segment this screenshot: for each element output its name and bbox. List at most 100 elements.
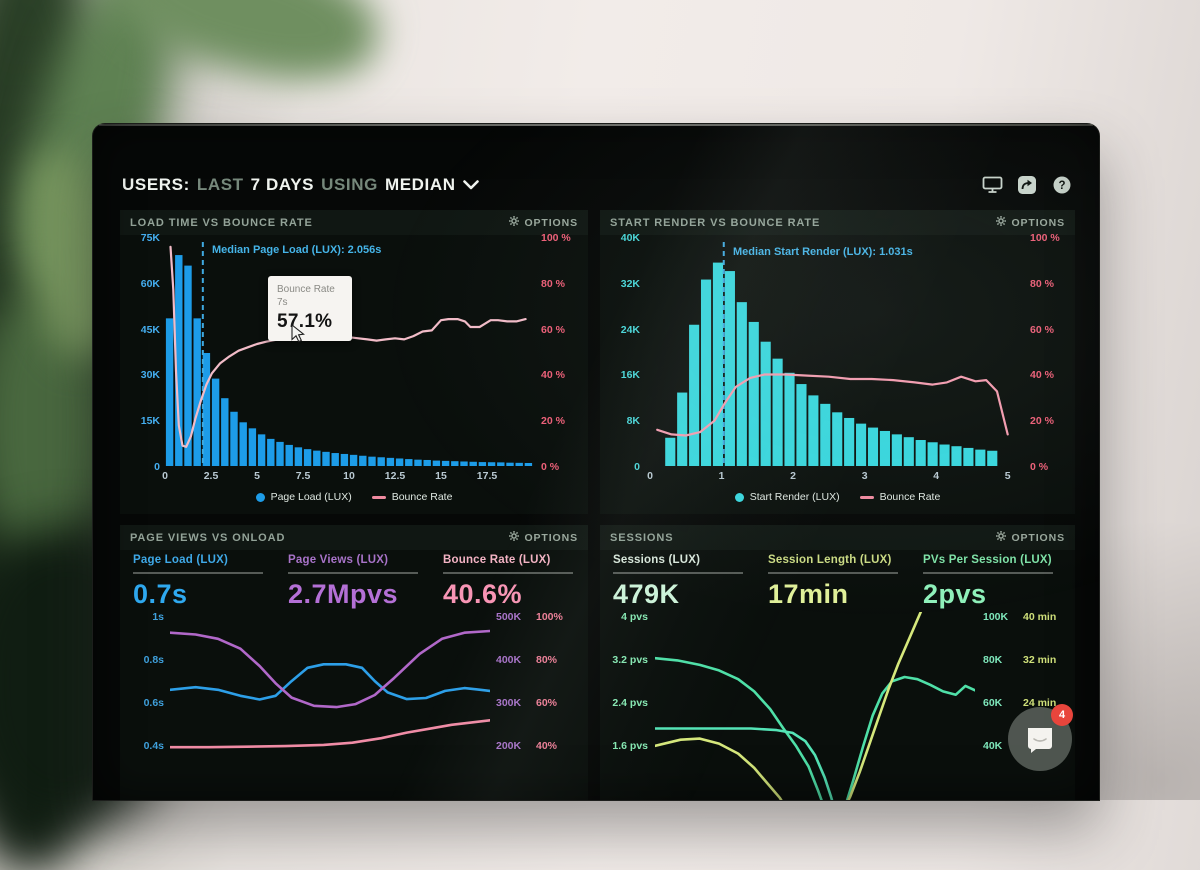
x-axis-tick-label: 4 [933,470,940,482]
header-title-segment: 7 DAYS [250,175,315,194]
panel-title-bar: LOAD TIME VS BOUNCE RATE OPTIONS [120,210,588,235]
bounce-rate-tooltip: Bounce Rate 7s 57.1% [268,276,352,341]
metric-block: Page Views (LUX) 2.7Mpvs [288,554,428,610]
start-render-chart-plot[interactable] [650,240,1022,466]
median-start-render-annotation: Median Start Render (LUX): 1.031s [733,246,913,258]
axis-tick-label: 0 % [541,461,560,473]
help-icon[interactable]: ? [1051,175,1073,195]
load-time-chart-plot[interactable] [165,240,533,466]
axis-tick-label: 3.2 pvs [612,654,648,666]
axis-tick-label: 400K [496,654,522,666]
axis-tick-label: 40 % [541,369,565,382]
dashboard-header: USERS: LAST 7 DAYS USING MEDIAN ? [122,170,1073,200]
chat-launcher[interactable]: 4 [1008,704,1073,771]
panel-title: LOAD TIME VS BOUNCE RATE [130,216,313,229]
gear-icon [509,531,520,544]
axis-tick-label: 75K [140,232,160,244]
axis-tick-label: 60 % [541,323,565,336]
axis-tick-label: 40K [620,232,640,244]
options-button[interactable]: OPTIONS [996,531,1065,544]
metric-value: 17min [768,579,849,609]
axis-tick-label: 32 min [1023,654,1057,666]
median-page-load-annotation: Median Page Load (LUX): 2.056s [212,244,382,256]
x-axis-tick-label: 15 [435,470,447,482]
x-axis-seconds: 0 1 2 3 4 5 [647,469,1022,483]
axis-tick-label: 40% [536,740,558,752]
x-axis-tick-label: 0 [162,470,168,482]
metric-label: PVs Per Session (LUX) [923,554,1052,566]
tooltip-series: Bounce Rate [277,284,335,295]
axis-tick-label: 500K [496,611,522,623]
sessions-chart-plot[interactable] [655,612,975,800]
panel-title: START RENDER VS BOUNCE RATE [610,216,821,229]
x-axis-tick-label: 17.5 [476,470,498,482]
metric-value: 0.7s [133,579,188,609]
axis-tick-label: 1.6 pvs [612,740,648,752]
metric-value: 2pvs [923,579,987,609]
options-button[interactable]: OPTIONS [509,531,578,544]
panel-page-views-vs-onload: PAGE VIEWS VS ONLOAD OPTIONS Page Load (… [120,525,588,800]
axis-tick-label: 20 % [1030,415,1054,428]
panel-title: PAGE VIEWS VS ONLOAD [130,531,286,544]
panel-title-bar: PAGE VIEWS VS ONLOAD OPTIONS [120,525,588,550]
legend-item[interactable]: Page Load (LUX) [255,491,352,503]
metric-summary-row: Page Load (LUX) 0.7s Page Views (LUX) 2.7Mp… [133,554,583,610]
legend-item[interactable]: Start Render (LUX) [734,491,840,503]
legend-item[interactable]: Bounce Rate [371,491,452,503]
options-label: OPTIONS [524,531,578,544]
tooltip-value: 57.1% [277,311,333,332]
axis-tick-label: 80% [536,654,558,666]
axis-tick-label: 8K [626,415,640,428]
x-axis-tick-label: 5 [1004,470,1011,482]
x-axis-tick-label: 0 [647,470,653,482]
options-button[interactable]: OPTIONS [509,216,578,229]
start-render-chart-svg [656,242,1009,466]
display-icon[interactable] [981,175,1003,195]
metric-label: Session Length (LUX) [768,554,892,566]
panel-sessions: SESSIONS OPTIONS Sessions (LUX) 479K Sessi… [600,525,1075,800]
metric-block: Bounce Rate (LUX) 40.6% [443,554,583,610]
options-button[interactable]: OPTIONS [996,216,1065,229]
header-title-segment: USERS: [122,175,190,194]
chart-legend: Page Load (LUX) Bounce Rate [120,491,588,503]
page-views-chart-plot[interactable] [170,612,490,800]
header-title-segment: USING [321,175,378,194]
svg-text:?: ? [1058,180,1065,192]
axis-tick-label: 1s [152,611,164,623]
metric-divider [768,572,898,574]
panel-title-bar: START RENDER VS BOUNCE RATE OPTIONS [600,210,1075,235]
legend-line-swatch [371,495,386,499]
panel-load-time-vs-bounce-rate: LOAD TIME VS BOUNCE RATE OPTIONS 75K 60K 4… [120,210,588,514]
axis-tick-label: 0.6s [143,697,164,709]
tooltip-x-value: 7s [277,297,288,308]
load-time-chart-svg [165,242,533,466]
legend-label: Bounce Rate [879,491,941,503]
axis-tick-label: 0.8s [143,654,164,666]
legend-line-swatch [859,495,874,499]
x-axis-tick-label: 5 [254,470,260,482]
panel-title-bar: SESSIONS OPTIONS [600,525,1075,550]
x-axis-tick-label: 12.5 [384,470,406,482]
axis-tick-label: 24K [620,323,640,336]
share-icon[interactable] [1016,175,1038,195]
metric-label: Sessions (LUX) [613,554,701,566]
users-filter-dropdown[interactable]: USERS: LAST 7 DAYS USING MEDIAN [122,175,479,195]
axis-tick-label: 60K [140,277,160,290]
axis-tick-label: 80 % [541,277,565,290]
axis-tick-label: 24 min [1023,697,1057,709]
x-axis-tick-label: 1 [718,470,725,482]
axis-tick-label: 100 % [1030,232,1060,244]
axis-tick-label: 60% [536,697,558,709]
legend-item[interactable]: Bounce Rate [859,491,941,503]
metric-block: Page Load (LUX) 0.7s [133,554,273,610]
header-title-segment: LAST [196,175,244,194]
axis-tick-label: 60K [983,697,1003,709]
axis-tick-label: 45K [140,323,160,336]
x-axis-seconds: 0 2.5 5 7.5 10 12.5 15 17.5 [162,469,533,483]
x-axis-tick-label: 7.5 [295,470,311,482]
metric-value: 40.6% [443,579,523,609]
metric-summary-row: Sessions (LUX) 479K Session Length (LUX) 17… [613,554,1063,610]
axis-tick-label: 100 % [541,232,571,244]
gear-icon [996,216,1007,229]
chat-unread-badge: 4 [1051,704,1073,726]
